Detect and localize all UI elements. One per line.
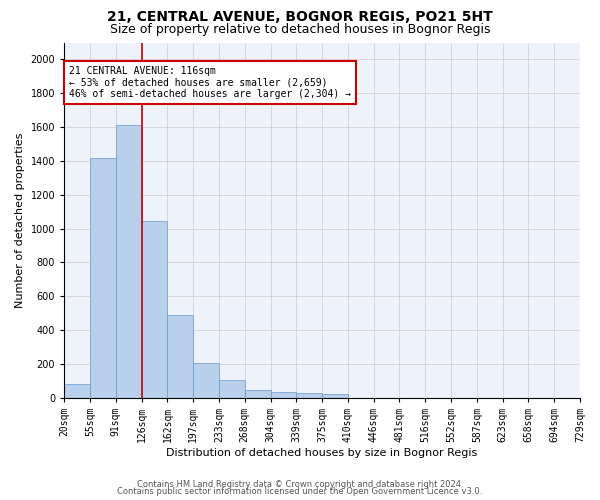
Text: 21 CENTRAL AVENUE: 116sqm
← 53% of detached houses are smaller (2,659)
46% of se: 21 CENTRAL AVENUE: 116sqm ← 53% of detac…: [69, 66, 351, 100]
Bar: [219, 380, 245, 398]
Y-axis label: Number of detached properties: Number of detached properties: [15, 132, 25, 308]
Bar: [116, 126, 142, 398]
Bar: [142, 221, 167, 398]
Text: Size of property relative to detached houses in Bognor Regis: Size of property relative to detached ho…: [110, 22, 490, 36]
Text: 21, CENTRAL AVENUE, BOGNOR REGIS, PO21 5HT: 21, CENTRAL AVENUE, BOGNOR REGIS, PO21 5…: [107, 10, 493, 24]
Bar: [322, 394, 348, 398]
X-axis label: Distribution of detached houses by size in Bognor Regis: Distribution of detached houses by size …: [166, 448, 478, 458]
Bar: [245, 390, 271, 398]
Bar: [90, 158, 116, 398]
Text: Contains HM Land Registry data © Crown copyright and database right 2024.: Contains HM Land Registry data © Crown c…: [137, 480, 463, 489]
Bar: [193, 363, 219, 398]
Bar: [296, 394, 322, 398]
Bar: [271, 392, 296, 398]
Text: Contains public sector information licensed under the Open Government Licence v3: Contains public sector information licen…: [118, 487, 482, 496]
Bar: [64, 384, 90, 398]
Bar: [167, 315, 193, 398]
